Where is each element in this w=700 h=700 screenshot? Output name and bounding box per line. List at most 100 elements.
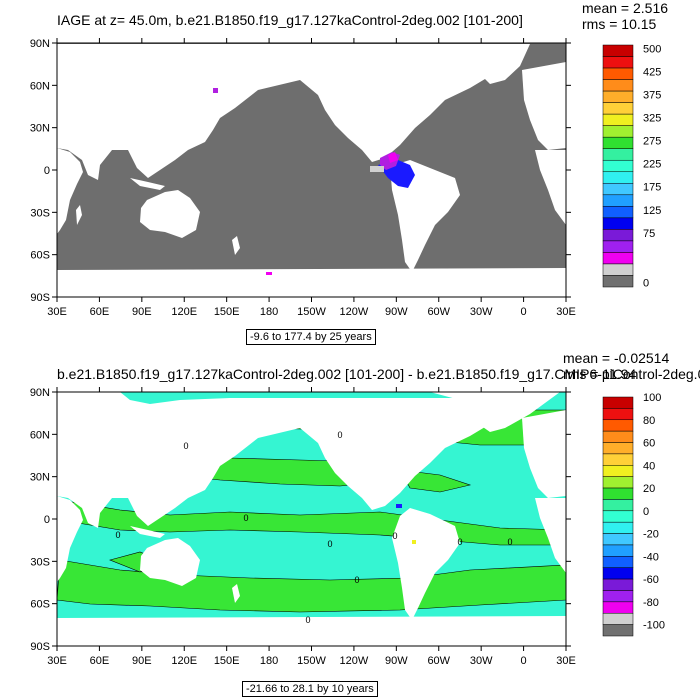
panel1-arctic-spot [213,88,218,93]
panel2-colorbar [602,396,634,637]
colorbar-box [602,229,634,242]
colorbar-box [602,90,634,103]
colorbar-label: 500 [643,43,661,55]
colorbar-box [602,419,634,432]
panel1-title: IAGE at z= 45.0m, b.e21.B1850.f19_g17.12… [57,12,523,28]
colorbar-box [602,240,634,253]
colorbar-label: 325 [643,113,661,125]
colorbar-box [602,544,634,557]
colorbar-label: -60 [643,574,659,586]
lon-label: 90E [132,655,152,667]
panel1-mean: mean = 2.516 [582,0,669,16]
colorbar-box [602,476,634,489]
colorbar-label: 0 [643,277,649,289]
colorbar-box [602,624,634,637]
colorbar-box [602,113,634,126]
panel2-contour-labels: 0 0 0 0 0 0 0 0 0 0 [115,430,512,625]
lat-label: 30N [30,123,50,135]
lon-label: 90W [385,655,408,667]
lon-label: 120W [340,306,369,318]
colorbar-box [602,125,634,138]
colorbar-box [602,578,634,591]
lon-label: 60E [90,655,110,667]
lon-label: 150W [297,655,326,667]
colorbar-box [602,567,634,580]
colorbar-box [602,499,634,512]
lon-label: 180 [260,306,278,318]
panel1-lat-labels: 90N 60N 30N 0 30S 60S 90S [30,38,50,304]
panel1-colorbar [602,44,634,288]
colorbar-label: -40 [643,551,659,563]
colorbar-label: 100 [643,392,661,404]
panel2-lat-labels: 90N 60N 30N 0 30S 60S 90S [30,387,50,653]
lon-label: 120E [171,306,197,318]
contour-label: 0 [457,537,462,547]
colorbar-box [602,465,634,477]
colorbar-label: 20 [643,483,655,495]
colorbar-box [602,510,634,523]
colorbar-box [602,67,634,80]
colorbar-label: -80 [643,597,659,609]
lon-label: 150E [214,655,240,667]
colorbar-box [602,453,634,466]
colorbar-box [602,159,634,173]
panel2-ocean [57,392,566,646]
panel2-anomaly-spot-2 [412,540,416,544]
lat-label: 60N [30,80,50,92]
colorbar-box [602,590,634,603]
contour-label: 0 [183,441,188,451]
colorbar-label: 175 [643,182,661,194]
lat-label: 30S [30,207,50,219]
colorbar-label: 125 [643,205,661,217]
panel2-mean: mean = -0.02514 [563,350,670,366]
lon-label: 0 [521,306,527,318]
lon-label: 90W [385,306,408,318]
lon-label: 60W [427,306,450,318]
lon-label: 30W [470,655,493,667]
colorbar-label: 40 [643,460,655,472]
colorbar-box [602,408,634,421]
lon-label: 30E [556,655,576,667]
contour-label: 0 [507,537,512,547]
lat-label: 60N [30,429,50,441]
panel2-range: -21.66 to 28.1 by 10 years [242,681,378,697]
contour-label: 0 [115,530,120,540]
lon-label: 180 [260,655,278,667]
colorbar-box [602,612,634,625]
lon-label: 30E [556,306,576,318]
colorbar-box [602,148,634,161]
colorbar-box [602,183,634,196]
panel1-lon-labels: 30E 60E 90E 120E 150E 180 150W 120W 90W 60W 30W 0 30… [47,306,576,318]
panel2-anomaly-spot [396,504,402,508]
lon-label: 150E [214,306,240,318]
lat-label: 60S [30,599,50,611]
panel2-colorbar-labels: 100 80 60 40 20 0 -20 -40 -60 -80 -100 [643,392,665,632]
panel1-land [57,44,566,297]
panel2-title: b.e21.B1850.f19_g17.127kaControl-2deg.00… [57,366,700,382]
colorbar-box [602,252,634,265]
colorbar-label: 60 [643,438,655,450]
lat-label: 30N [30,472,50,484]
colorbar-label: 225 [643,159,661,171]
colorbar-box [602,275,634,288]
colorbar-label: 75 [643,228,655,240]
colorbar-box [602,171,634,184]
colorbar-box [602,430,634,443]
colorbar-box [602,56,634,69]
panel1-old-water-magenta [388,152,398,163]
panel1-rms: rms = 10.15 [582,16,657,32]
colorbar-box [602,194,634,207]
colorbar-label: 275 [643,136,661,148]
lat-label: 90N [30,387,50,399]
panel1-gray-patch [370,166,384,172]
colorbar-box [602,521,634,534]
colorbar-box [602,556,634,568]
colorbar-label: 375 [643,90,661,102]
lat-label: 30S [30,556,50,568]
panel1-old-water-purple [380,152,400,170]
colorbar-box [602,102,634,115]
lon-label: 30E [47,655,67,667]
panel1-old-water-blue [378,160,415,188]
lat-label: 0 [44,514,50,526]
lon-label: 0 [521,655,527,667]
